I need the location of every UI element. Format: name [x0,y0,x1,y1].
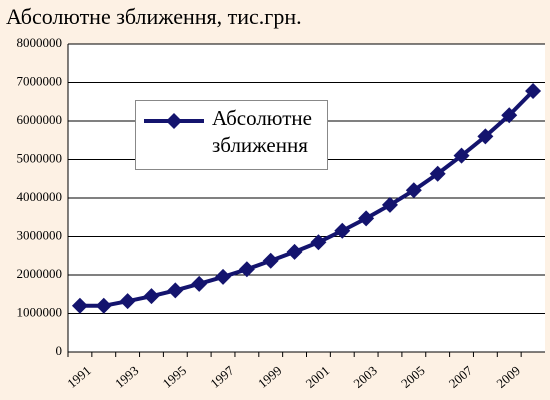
marker [358,210,375,227]
marker [453,147,470,164]
y-tick-label: 6000000 [17,112,63,127]
y-tick-label: 5000000 [17,150,63,165]
marker [143,288,160,305]
marker [525,82,542,99]
x-tick-label: 2007 [446,362,476,391]
y-tick-label: 4000000 [17,189,63,204]
x-tick-label: 2005 [398,363,428,391]
marker [95,297,112,314]
legend-symbol [144,113,204,129]
y-tick-label: 3000000 [17,227,63,242]
y-tick-label: 0 [56,343,63,358]
legend-label: Абсолютне зближення [212,106,312,157]
x-tick-label: 2003 [350,363,380,391]
marker [405,182,422,199]
y-tick-label: 2000000 [17,266,63,281]
y-tick-label: 7000000 [17,73,63,88]
y-tick-label: 1000000 [17,304,63,319]
marker [310,234,327,251]
marker [429,165,446,182]
marker [71,297,88,314]
marker [381,196,398,213]
x-tick-label: 1991 [64,363,94,391]
marker [238,261,255,278]
chart-title: Абсолютне зближення, тис.грн. [6,4,302,29]
marker [286,243,303,260]
marker [477,128,494,145]
marker [215,268,232,285]
marker [167,282,184,299]
y-tick-label: 8000000 [17,35,63,50]
marker [334,222,351,239]
marker [191,275,208,292]
x-tick-label: 1995 [160,363,190,391]
x-tick-label: 2001 [303,363,333,391]
x-tick-label: 1997 [207,362,237,391]
marker [119,293,136,310]
marker [501,107,518,124]
x-tick-label: 1999 [255,363,285,391]
x-tick-label: 1993 [112,363,142,391]
x-tick-label: 2009 [493,363,523,391]
marker [262,252,279,269]
legend: Абсолютне зближення [135,100,328,170]
legend-marker [166,113,182,129]
